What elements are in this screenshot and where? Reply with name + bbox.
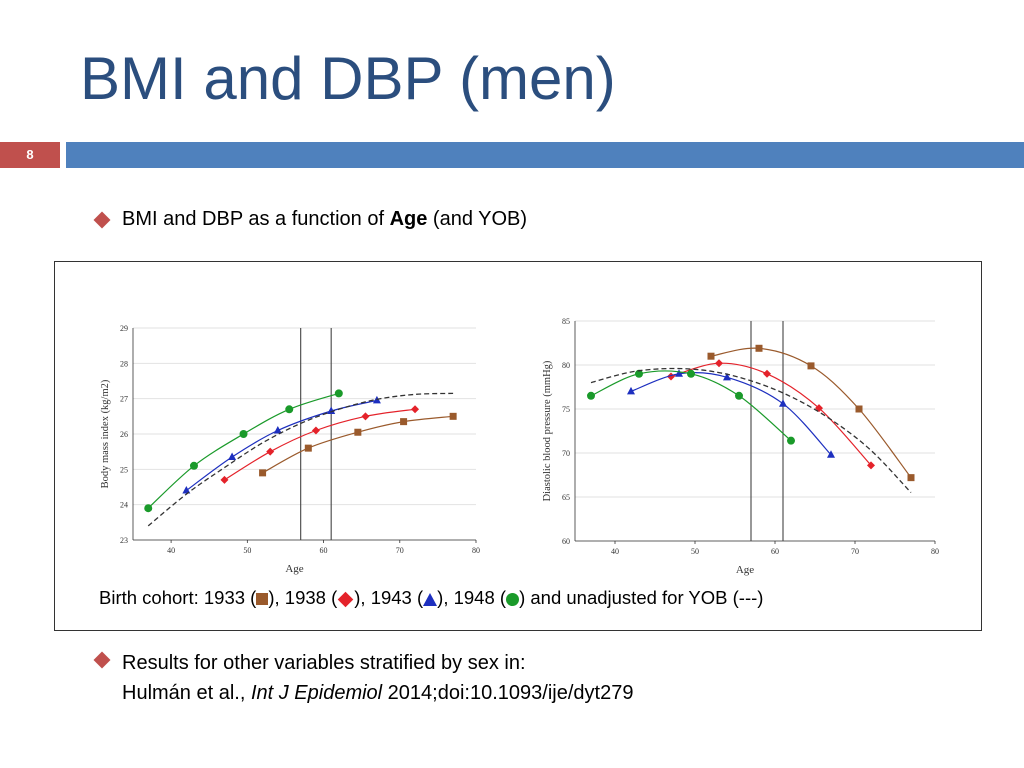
- y-tick-label: 60: [562, 537, 570, 546]
- caption-part-4: ), 1948 (: [437, 587, 507, 608]
- marker-square-1933: [907, 474, 915, 482]
- marker-diamond-1938: [311, 426, 320, 435]
- bullet-2-line-2: Hulmán et al., Int J Epidemiol 2014;doi:…: [122, 678, 633, 708]
- reference-authors: Hulmán et al.,: [122, 682, 251, 704]
- header-bar: [66, 142, 1024, 168]
- caption-part-2: ), 1938 (: [268, 587, 338, 608]
- marker-diamond-1938: [411, 405, 420, 414]
- diamond-marker-icon: [337, 591, 354, 607]
- y-tick-label: 65: [562, 493, 570, 502]
- marker-circle-1948: [735, 391, 743, 400]
- marker-diamond-1938: [361, 412, 370, 421]
- chart-1: 23 24 25 26 27 28 29 40 50 60 70 80 Age Body mass ind…: [100, 324, 480, 575]
- bullet-1-bold: Age: [389, 208, 428, 230]
- square-marker-icon: [256, 593, 269, 606]
- y-tick-label: 26: [120, 430, 128, 439]
- y-tick-label: 29: [120, 324, 128, 333]
- series-line-1943: [630, 371, 832, 456]
- x-tick-label: 80: [931, 547, 939, 556]
- y-tick-label: 23: [120, 536, 128, 545]
- marker-square-1933: [259, 469, 267, 477]
- charts-svg: 23 24 25 26 27 28 29 40 50 60 70 80 Age Body mass ind…: [100, 317, 939, 576]
- marker-triangle-1943: [779, 399, 787, 407]
- series-line-unadjusted: [147, 392, 454, 527]
- marker-circle-1948: [687, 369, 695, 378]
- bullet-2: Results for other variables stratified b…: [93, 648, 633, 708]
- chart-2: 60 65 70 75 80 85 40 50 60 70 80 Age Diastolic blood…: [542, 317, 939, 576]
- marker-diamond-1938: [667, 372, 675, 381]
- marker-square-1933: [755, 344, 763, 352]
- marker-diamond-1938: [266, 447, 275, 456]
- figure-caption: Birth cohort: 1933 ( ), 1938 ( ), 1943 (),…: [99, 587, 763, 609]
- marker-triangle-1943: [327, 406, 336, 415]
- caption-part-1: Birth cohort: 1933 (: [99, 587, 257, 608]
- series-line-1938: [670, 362, 872, 466]
- marker-square-1933: [400, 418, 408, 426]
- y-tick-label: 80: [562, 361, 570, 370]
- bullet-1-suffix: (and YOB): [427, 208, 528, 230]
- marker-triangle-1943: [182, 486, 191, 494]
- y-tick-label: 85: [562, 317, 570, 326]
- x-tick-label: 70: [396, 546, 404, 555]
- x-tick-label: 50: [243, 546, 251, 555]
- y-tick-label: 27: [120, 395, 128, 404]
- marker-diamond-1938: [763, 369, 771, 378]
- marker-triangle-1943: [675, 369, 683, 377]
- y-tick-label: 28: [120, 359, 128, 368]
- marker-triangle-1943: [827, 450, 835, 458]
- marker-diamond-1938: [220, 475, 229, 484]
- reference-journal: Int J Epidemiol: [250, 682, 383, 704]
- y-tick-label: 70: [562, 449, 570, 458]
- marker-diamond-1938: [867, 461, 875, 470]
- x-tick-label: 40: [167, 546, 175, 555]
- bullet-1: BMI and DBP as a function of Age (and YO…: [93, 208, 528, 231]
- bullet-1-prefix: BMI and DBP as a function of: [122, 208, 390, 230]
- series-line-1948: [590, 370, 792, 442]
- y-axis-label: Diastolic blood pressure (mmHg): [542, 360, 553, 501]
- x-tick-label: 50: [691, 547, 699, 556]
- triangle-marker-icon: [423, 592, 438, 606]
- marker-circle-1948: [285, 405, 294, 414]
- marker-circle-1948: [189, 461, 198, 470]
- caption-part-3: ), 1943 (: [354, 587, 424, 608]
- figure-panel: 23 24 25 26 27 28 29 40 50 60 70 80 Age Body mass ind…: [54, 261, 982, 631]
- bullet-diamond-icon: [93, 651, 111, 669]
- marker-square-1933: [449, 412, 457, 420]
- marker-square-1933: [807, 362, 815, 370]
- caption-part-5: ) and unadjusted for YOB (---): [519, 587, 764, 608]
- marker-square-1933: [354, 428, 362, 436]
- marker-circle-1948: [144, 504, 153, 513]
- marker-triangle-1943: [723, 372, 731, 381]
- slide-number: 8: [0, 142, 60, 168]
- marker-circle-1948: [787, 436, 795, 445]
- marker-triangle-1943: [273, 425, 282, 434]
- bullet-diamond-icon: [93, 211, 111, 229]
- marker-square-1933: [304, 444, 312, 452]
- x-tick-label: 40: [611, 547, 619, 556]
- marker-circle-1948: [239, 430, 248, 438]
- marker-circle-1948: [635, 369, 643, 378]
- y-axis-label: Body mass index (kg/m2): [100, 379, 111, 488]
- x-axis-label: Age: [285, 563, 303, 575]
- x-axis-label: Age: [736, 564, 754, 576]
- marker-triangle-1943: [228, 452, 237, 460]
- x-tick-label: 60: [771, 547, 779, 556]
- marker-circle-1948: [334, 389, 343, 398]
- circle-marker-icon: [506, 592, 520, 606]
- series-line-unadjusted: [590, 367, 912, 494]
- x-tick-label: 60: [320, 546, 328, 555]
- y-tick-label: 25: [120, 465, 128, 474]
- marker-triangle-1943: [627, 386, 635, 395]
- slide-title: BMI and DBP (men): [80, 45, 616, 112]
- marker-square-1933: [855, 405, 863, 413]
- y-tick-label: 24: [120, 501, 128, 510]
- marker-circle-1948: [587, 391, 595, 400]
- x-tick-label: 80: [472, 546, 480, 555]
- x-tick-label: 70: [851, 547, 859, 556]
- y-tick-label: 75: [562, 405, 570, 414]
- bullet-2-line-1: Results for other variables stratified b…: [122, 652, 526, 674]
- marker-diamond-1938: [715, 359, 723, 368]
- marker-square-1933: [707, 352, 715, 360]
- reference-doi: 2014;doi:10.1093/ije/dyt279: [382, 682, 634, 704]
